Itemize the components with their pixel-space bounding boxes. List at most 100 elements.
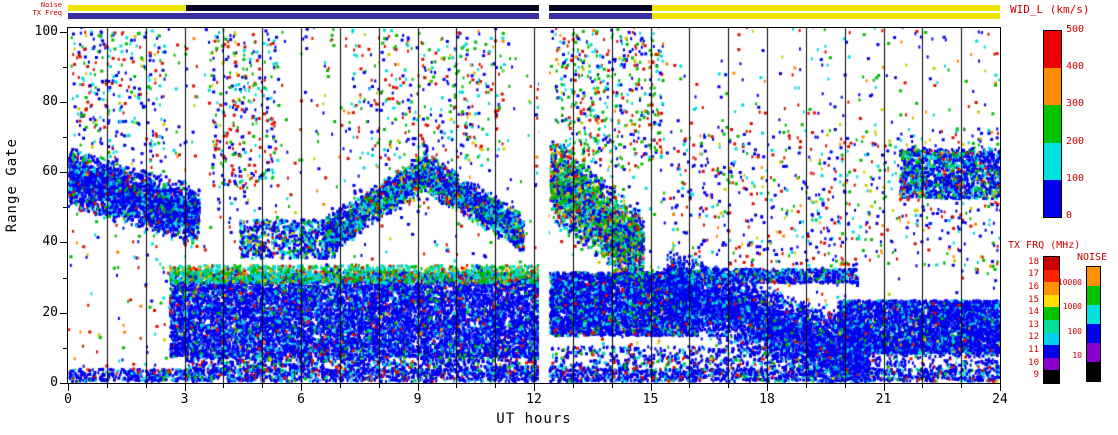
tx-frq-colorbar-segment xyxy=(1044,345,1059,358)
x-tick-label: 0 xyxy=(64,392,72,407)
noise-colorbar-segment xyxy=(1087,343,1100,362)
tx-frq-colorbar-tick-label: 16 xyxy=(1028,282,1039,292)
y-axis-minor-tick xyxy=(63,347,67,349)
wid-colorbar-segment xyxy=(1044,68,1061,106)
noise-colorbar-segment xyxy=(1087,305,1100,324)
x-axis-minor-tick xyxy=(611,384,613,388)
x-tick-label: 24 xyxy=(992,392,1008,407)
x-axis-title: UT hours xyxy=(496,411,572,427)
y-axis-major-tick xyxy=(60,101,67,103)
x-axis-minor-tick xyxy=(495,384,497,388)
noise-colorbar-tick-label: 100 xyxy=(1067,326,1082,336)
tx-frq-colorbar-segment xyxy=(1044,370,1059,383)
noise-status-bar-segment xyxy=(548,5,653,11)
x-tick-label: 9 xyxy=(413,392,422,407)
y-axis-minor-tick xyxy=(63,277,67,279)
x-axis-major-tick xyxy=(301,384,302,391)
y-tick-label: 80 xyxy=(42,93,58,109)
tx-frq-colorbar-tick-label: 14 xyxy=(1028,307,1039,318)
x-axis-minor-tick xyxy=(961,384,963,388)
noise-colorbar-title: NOISE xyxy=(1077,252,1108,263)
tx-frq-colorbar-segment xyxy=(1044,282,1059,295)
x-axis-major-tick xyxy=(767,384,768,391)
tx-frq-colorbar-segment xyxy=(1044,269,1059,283)
y-tick-label: 20 xyxy=(42,304,58,320)
tx-frq-colorbar-tick-label: 17 xyxy=(1028,269,1039,280)
tx-frq-colorbar-segment xyxy=(1044,332,1059,346)
wid-colorbar xyxy=(1043,30,1062,218)
x-axis-major-tick xyxy=(534,384,535,391)
tx-frq-colorbar-segment xyxy=(1044,294,1059,308)
tx-frq-colorbar-tick-label: 9 xyxy=(1033,370,1039,381)
wid-colorbar-tick-label: 100 xyxy=(1066,172,1085,184)
x-axis-minor-tick xyxy=(922,384,924,388)
y-axis-major-tick xyxy=(60,31,67,33)
noise-colorbar-segment xyxy=(1087,286,1100,305)
y-axis-minor-tick xyxy=(63,66,67,68)
y-axis-minor-tick xyxy=(63,136,67,138)
tx-frq-colorbar-segment xyxy=(1044,357,1059,371)
x-axis-minor-tick xyxy=(572,384,574,388)
x-axis-major-tick xyxy=(68,384,69,391)
noise-colorbar-tick-label: 10000 xyxy=(1057,277,1082,287)
x-tick-label: 3 xyxy=(180,392,189,407)
x-axis-minor-tick xyxy=(805,384,807,388)
y-tick-label: 100 xyxy=(34,23,58,39)
x-tick-label: 12 xyxy=(526,392,542,407)
tx-frq-colorbar-title: TX FRQ (MHz) xyxy=(1008,240,1081,251)
x-axis-major-tick xyxy=(883,384,885,391)
noise-colorbar-tick-label: 10 xyxy=(1072,350,1082,360)
x-axis-minor-tick xyxy=(223,384,225,388)
tx-frq-colorbar-segment xyxy=(1044,319,1059,333)
tx-frq-colorbar-tick-label: 13 xyxy=(1028,319,1039,330)
y-tick-label: 60 xyxy=(42,164,58,180)
txfreq-bar-label: TX Freq xyxy=(32,9,62,17)
x-axis-major-tick xyxy=(184,384,186,391)
x-axis-minor-tick xyxy=(106,384,108,388)
noise-status-bar-segment xyxy=(186,5,540,11)
x-axis-major-tick xyxy=(650,384,652,391)
x-axis-major-tick xyxy=(1000,384,1001,391)
noise-colorbar-segment xyxy=(1087,267,1100,286)
noise-colorbar xyxy=(1086,266,1101,382)
wid-colorbar-tick-label: 300 xyxy=(1066,98,1085,110)
wid-colorbar-segment xyxy=(1044,31,1061,69)
tx-freq-status-bar-segment xyxy=(68,13,540,19)
y-axis-major-tick xyxy=(60,172,67,174)
y-axis-major-tick xyxy=(60,242,67,244)
wid-colorbar-tick-label: 400 xyxy=(1066,61,1085,73)
y-tick-label: 40 xyxy=(42,234,58,250)
y-axis-title: Range Gate xyxy=(4,138,20,233)
x-tick-label: 21 xyxy=(875,392,892,407)
tx-freq-status-bar-segment xyxy=(548,13,653,19)
tx-frq-colorbar-segment xyxy=(1044,257,1059,270)
x-axis-minor-tick xyxy=(728,384,730,388)
tx-frq-colorbar-tick-label: 15 xyxy=(1028,294,1039,305)
wid-colorbar-segment xyxy=(1044,142,1061,180)
x-axis-major-tick xyxy=(417,384,419,391)
noise-status-bar-segment xyxy=(652,5,1000,11)
tx-freq-status-bar-segment xyxy=(652,13,1000,19)
wid-colorbar-segment xyxy=(1044,105,1061,143)
noise-colorbar-segment xyxy=(1087,324,1100,343)
x-axis-minor-tick xyxy=(844,384,846,388)
x-tick-label: 15 xyxy=(642,392,659,407)
x-axis-minor-tick xyxy=(456,384,458,388)
noise-colorbar-segment xyxy=(1087,362,1100,381)
noise-colorbar-tick-label: 1000 xyxy=(1062,301,1082,311)
y-tick-label: 0 xyxy=(50,375,58,390)
y-axis-major-tick xyxy=(60,383,67,384)
wid-colorbar-tick-label: 500 xyxy=(1066,24,1085,35)
x-axis-minor-tick xyxy=(262,384,264,388)
x-tick-label: 6 xyxy=(297,392,305,407)
tx-frq-colorbar-segment xyxy=(1044,307,1059,320)
x-axis-minor-tick xyxy=(689,384,691,388)
noise-status-bar-segment xyxy=(68,5,187,11)
tx-frq-colorbar-tick-label: 18 xyxy=(1028,256,1039,267)
x-tick-label: 18 xyxy=(759,392,775,407)
rti-heatmap-canvas xyxy=(68,28,1000,383)
x-axis-minor-tick xyxy=(378,384,380,388)
wid-colorbar-title: WID_L (km/s) xyxy=(1010,3,1090,16)
y-axis-minor-tick xyxy=(63,207,67,209)
